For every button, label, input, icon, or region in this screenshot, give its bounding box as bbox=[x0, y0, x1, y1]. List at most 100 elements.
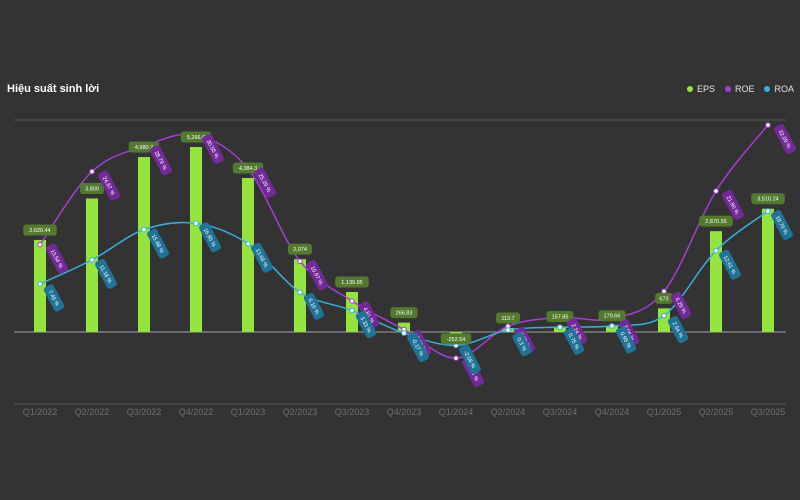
eps-data-label-q1-2024-bg bbox=[440, 333, 472, 345]
roa-data-label-q3-2022-bg bbox=[147, 228, 169, 259]
eps-data-label-q3-2025-text: 3,510.24 bbox=[757, 197, 778, 203]
roe-data-label-q4-2024-bg bbox=[618, 319, 640, 347]
legend-item-eps[interactable]: EPS bbox=[686, 84, 715, 94]
roa-data-label-q4-2022-bg bbox=[199, 222, 221, 253]
roe-data-label-q3-2025-bg bbox=[774, 124, 796, 154]
legend-label-eps: EPS bbox=[696, 84, 715, 94]
legend-dot-roa bbox=[764, 86, 771, 92]
eps-data-label-q4-2024: 179.66 bbox=[598, 310, 626, 322]
x-tick-q1-2024: Q1/2024 bbox=[439, 407, 474, 417]
roa-point-q2-2025 bbox=[713, 247, 719, 254]
eps-bar-q4-2022 bbox=[190, 147, 202, 332]
roe-data-label-q2-2023-bg bbox=[306, 260, 328, 291]
eps-data-label-q1-2025-bg bbox=[655, 292, 673, 304]
eps-data-label-q2-2023-text: 2,074 bbox=[293, 247, 307, 253]
roa-data-label-q2-2025-bg bbox=[719, 249, 741, 280]
legend-item-roe[interactable]: ROE bbox=[724, 84, 755, 94]
legend: EPS ROE ROA bbox=[686, 84, 794, 94]
roa-data-label-q2-2023-bg bbox=[303, 292, 325, 320]
legend-label-roa: ROA bbox=[774, 84, 794, 94]
eps-bar-q2-2025 bbox=[710, 231, 722, 332]
eps-data-label-q1-2022-text: 2,620.44 bbox=[29, 228, 50, 234]
roe-point-q1-2024 bbox=[453, 355, 459, 361]
roe-data-label-q1-2025: 6.29 % bbox=[670, 291, 692, 319]
roe-point-q2-2023 bbox=[297, 258, 303, 265]
x-tick-q3-2023: Q3/2023 bbox=[335, 407, 370, 417]
eps-data-label-q2-2023-bg bbox=[288, 243, 312, 255]
roa-point-q1-2023 bbox=[245, 240, 251, 247]
x-tick-q2-2025: Q2/2025 bbox=[699, 407, 734, 417]
eps-data-label-q4-2023-bg bbox=[390, 307, 418, 319]
eps-bar-q1-2023 bbox=[242, 177, 254, 332]
eps-data-label-q3-2023-bg bbox=[335, 276, 369, 288]
roa-data-label-q1-2025-bg bbox=[667, 316, 689, 344]
roa-point-q2-2024 bbox=[505, 327, 511, 333]
x-tick-q3-2022: Q3/2022 bbox=[127, 407, 162, 417]
eps-data-label-q3-2024-text: 157.85 bbox=[552, 314, 569, 320]
roa-data-label-q3-2025-bg bbox=[771, 210, 793, 240]
eps-data-label-q2-2024-text: 113.7 bbox=[501, 316, 514, 322]
eps-data-label-q4-2023: 266.83 bbox=[390, 307, 418, 319]
legend-dot-eps bbox=[686, 86, 693, 92]
roa-data-label-q3-2024-bg bbox=[563, 327, 585, 355]
roe-point-q2-2022 bbox=[89, 168, 95, 175]
eps-data-label-q1-2022: 2,620.44 bbox=[23, 224, 57, 236]
roa-data-label-q1-2024-bg bbox=[459, 344, 481, 375]
eps-data-label-q4-2024-bg bbox=[598, 310, 626, 322]
roa-point-q4-2023 bbox=[401, 330, 407, 336]
roa-data-label-q4-2024-bg bbox=[615, 326, 637, 354]
roa-point-q3-2024 bbox=[557, 324, 563, 330]
roe-point-q3-2023 bbox=[349, 298, 355, 304]
legend-item-roa[interactable]: ROA bbox=[764, 84, 794, 94]
roa-data-label-q3-2023-bg bbox=[355, 310, 377, 339]
roa-data-label-q1-2023-bg bbox=[251, 242, 273, 273]
roa-data-label-q2-2024: 0.3 % bbox=[512, 331, 532, 357]
roe-data-label-q3-2022-bg bbox=[150, 145, 172, 176]
eps-data-label-q3-2024: 157.85 bbox=[546, 310, 574, 322]
eps-bar-q2-2022 bbox=[86, 198, 98, 332]
eps-data-label-q1-2024: -252.54 bbox=[440, 333, 472, 345]
roe-data-label-q3-2024-bg bbox=[566, 318, 588, 346]
eps-data-label-q2-2024: 113.7 bbox=[496, 312, 520, 324]
roe-point-q1-2022 bbox=[37, 241, 43, 248]
roa-point-q3-2023 bbox=[349, 307, 355, 314]
legend-label-roe: ROE bbox=[734, 84, 755, 94]
legend-dot-roe bbox=[724, 86, 731, 92]
eps-data-label-q4-2023-text: 266.83 bbox=[396, 311, 413, 317]
eps-data-label-q4-2024-text: 179.66 bbox=[604, 314, 621, 320]
roa-data-label-q2-2023: 6.16 % bbox=[303, 292, 325, 320]
roa-point-q4-2024 bbox=[609, 323, 615, 329]
roe-data-label-q2-2023: 10.97 % bbox=[306, 260, 328, 291]
roe-data-label-q3-2025: 32.09 % bbox=[774, 124, 796, 154]
x-tick-q1-2025: Q1/2025 bbox=[647, 407, 682, 417]
roa-point-q1-2025 bbox=[661, 312, 667, 319]
roa-data-label-q2-2024-bg bbox=[512, 331, 532, 357]
x-tick-q2-2023: Q2/2023 bbox=[283, 407, 318, 417]
x-tick-q4-2024: Q4/2024 bbox=[595, 407, 630, 417]
eps-data-label-q3-2025: 3,510.24 bbox=[751, 193, 785, 205]
eps-data-label-q2-2022-text: 3,800 bbox=[85, 187, 99, 193]
roa-data-label-q4-2023-bg bbox=[407, 332, 429, 363]
eps-data-label-q1-2025: 673 bbox=[655, 292, 673, 304]
roa-point-q2-2023 bbox=[297, 289, 303, 296]
eps-data-label-q2-2022-bg bbox=[80, 183, 104, 195]
x-tick-q1-2022: Q1/2022 bbox=[23, 407, 58, 417]
roa-data-label-q1-2022: 7.45 % bbox=[43, 284, 65, 312]
eps-bar-q3-2025 bbox=[762, 208, 774, 332]
x-tick-q4-2023: Q4/2023 bbox=[387, 407, 422, 417]
eps-data-label-q2-2024-bg bbox=[496, 312, 520, 324]
roa-data-label-q2-2024-text: 0.3 % bbox=[515, 337, 527, 352]
roa-point-q2-2022 bbox=[89, 257, 95, 263]
x-tick-q1-2023: Q1/2023 bbox=[231, 407, 266, 417]
roe-data-label-q3-2022: 28.79 % bbox=[150, 145, 172, 176]
eps-data-label-q3-2025-bg bbox=[751, 193, 785, 205]
roa-data-label-q2-2022-bg bbox=[95, 258, 117, 289]
eps-data-label-q1-2024-text: -252.54 bbox=[447, 337, 466, 343]
roe-data-label-q1-2023-bg bbox=[254, 167, 276, 198]
x-tick-q2-2022: Q2/2022 bbox=[75, 407, 110, 417]
x-tick-q3-2025: Q3/2025 bbox=[751, 407, 786, 417]
roe-data-label-q4-2022-bg bbox=[202, 134, 224, 164]
chart-title: Hiệu suất sinh lời bbox=[7, 83, 100, 95]
